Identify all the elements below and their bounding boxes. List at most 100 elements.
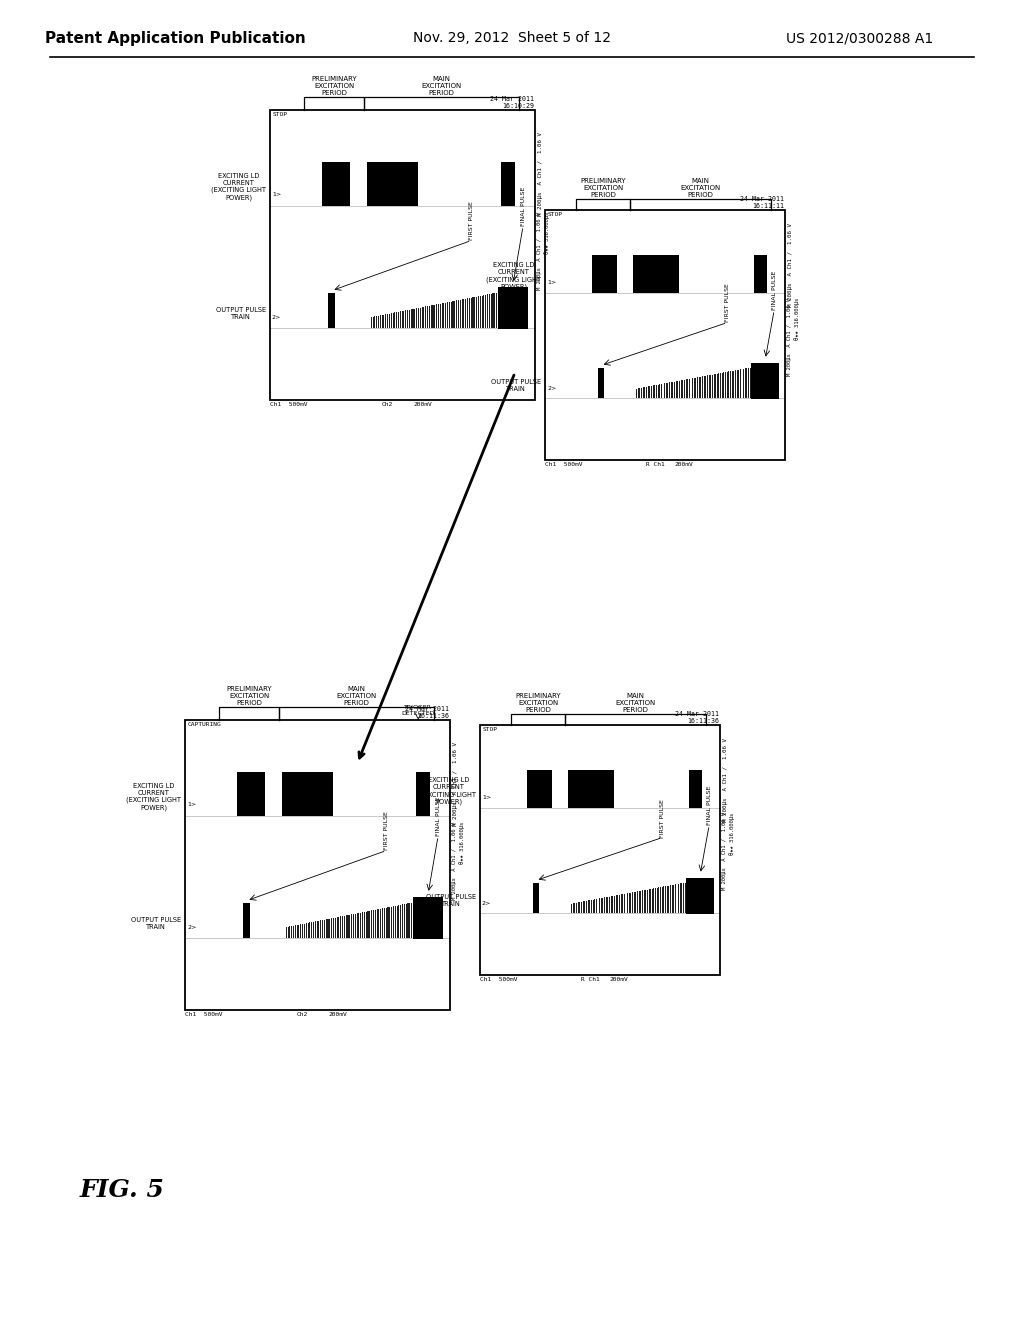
Bar: [490, 294, 492, 327]
Text: θ★★ 316.000μs: θ★★ 316.000μs: [544, 211, 550, 253]
Text: 2>: 2>: [272, 314, 282, 319]
Bar: [453, 301, 454, 327]
Bar: [340, 916, 341, 937]
Text: FINAL PULSE: FINAL PULSE: [435, 797, 440, 836]
Bar: [393, 907, 394, 937]
Text: OUTPUT PULSE
TRAIN: OUTPUT PULSE TRAIN: [131, 917, 181, 931]
Text: M 200μs  A Ch1 /  1.06 V: M 200μs A Ch1 / 1.06 V: [723, 738, 728, 822]
Bar: [633, 255, 679, 293]
Text: R Ch1: R Ch1: [646, 462, 665, 467]
Bar: [344, 916, 345, 937]
Bar: [353, 913, 354, 937]
Bar: [400, 904, 401, 937]
Bar: [416, 772, 430, 816]
Bar: [185, 719, 450, 1010]
Bar: [403, 310, 404, 327]
Bar: [376, 315, 377, 327]
Text: 24 Mar 2011
16:11:36: 24 Mar 2011 16:11:36: [675, 711, 719, 723]
Bar: [386, 908, 387, 937]
Text: EXCITING LD
CURRENT
(EXCITING LIGHT
POWER): EXCITING LD CURRENT (EXCITING LIGHT POWE…: [486, 263, 541, 290]
Bar: [460, 300, 461, 327]
Bar: [467, 298, 468, 327]
Bar: [306, 923, 307, 937]
Text: FIG. 5: FIG. 5: [80, 1177, 165, 1203]
Bar: [326, 919, 327, 937]
Bar: [462, 300, 463, 327]
Text: EXCITING LD
CURRENT
(EXCITING LIGHT
POWER): EXCITING LD CURRENT (EXCITING LIGHT POWE…: [126, 783, 181, 810]
Bar: [304, 924, 305, 937]
Text: FIRST PULSE: FIRST PULSE: [659, 799, 665, 837]
Bar: [394, 906, 396, 937]
Bar: [288, 927, 289, 937]
Bar: [401, 312, 402, 327]
Text: θ★★ 316.000μs: θ★★ 316.000μs: [729, 813, 735, 855]
Text: 2>: 2>: [482, 902, 492, 906]
Bar: [373, 909, 374, 937]
Text: FIRST PULSE: FIRST PULSE: [469, 202, 474, 240]
Bar: [329, 293, 335, 327]
Bar: [309, 923, 310, 937]
Text: R Ch1: R Ch1: [581, 977, 599, 982]
Text: FIRST PULSE: FIRST PULSE: [384, 812, 389, 850]
Text: 24 Mar 2011
16:11:11: 24 Mar 2011 16:11:11: [740, 195, 784, 209]
Bar: [481, 296, 482, 327]
Text: FINAL PULSE: FINAL PULSE: [520, 186, 525, 226]
Bar: [408, 310, 409, 327]
Bar: [368, 911, 369, 937]
Text: TRIGGER
DETECTED: TRIGGER DETECTED: [401, 705, 435, 715]
Text: CAPTURING: CAPTURING: [187, 722, 221, 727]
Bar: [598, 367, 604, 397]
Bar: [371, 317, 372, 327]
Bar: [472, 297, 473, 327]
Bar: [455, 301, 456, 327]
Bar: [431, 305, 432, 327]
Bar: [387, 907, 388, 937]
Bar: [396, 906, 397, 937]
Bar: [391, 907, 392, 937]
Bar: [409, 310, 410, 327]
Text: 200mV: 200mV: [413, 403, 432, 407]
Text: Ch1  500mV: Ch1 500mV: [545, 462, 583, 467]
Bar: [300, 924, 301, 937]
Bar: [398, 906, 399, 937]
Bar: [375, 909, 376, 937]
Bar: [293, 925, 294, 937]
Bar: [422, 308, 423, 327]
Text: M 200μs  A Ch1 /  1.06 V: M 200μs A Ch1 / 1.06 V: [538, 132, 543, 215]
Bar: [464, 300, 465, 327]
Bar: [592, 255, 617, 293]
Bar: [375, 317, 376, 327]
Text: 2>: 2>: [187, 924, 197, 929]
Bar: [487, 294, 488, 327]
Bar: [392, 313, 393, 327]
Bar: [465, 298, 466, 327]
Bar: [351, 915, 352, 937]
Bar: [382, 315, 383, 327]
Bar: [498, 288, 528, 329]
Bar: [333, 917, 334, 937]
Text: EXCITING LD
CURRENT
(EXCITING LIGHT
POWER): EXCITING LD CURRENT (EXCITING LIGHT POWE…: [421, 777, 476, 805]
Bar: [480, 725, 720, 975]
Text: 200mV: 200mV: [328, 1012, 347, 1016]
Text: M 200μs  A Ch1 /  1.06 V: M 200μs A Ch1 / 1.06 V: [722, 813, 727, 891]
Text: 1>: 1>: [272, 191, 282, 197]
Text: 2>: 2>: [547, 385, 556, 391]
Bar: [425, 306, 426, 327]
Bar: [411, 309, 412, 327]
Bar: [476, 297, 477, 327]
Bar: [337, 917, 338, 937]
Bar: [418, 308, 419, 327]
Text: STOP: STOP: [272, 112, 288, 117]
Bar: [349, 915, 350, 937]
Bar: [443, 302, 444, 327]
Bar: [402, 904, 403, 937]
Text: M 200μs  A Ch1 /  1.06 V: M 200μs A Ch1 / 1.06 V: [537, 211, 542, 289]
Bar: [434, 305, 435, 327]
Text: PRELIMINARY
EXCITATION
PERIOD: PRELIMINARY EXCITATION PERIOD: [226, 686, 272, 706]
Bar: [366, 912, 367, 937]
Bar: [373, 317, 374, 327]
Bar: [311, 923, 312, 937]
Text: 1>: 1>: [187, 801, 197, 807]
Bar: [432, 305, 433, 327]
Bar: [493, 293, 494, 327]
